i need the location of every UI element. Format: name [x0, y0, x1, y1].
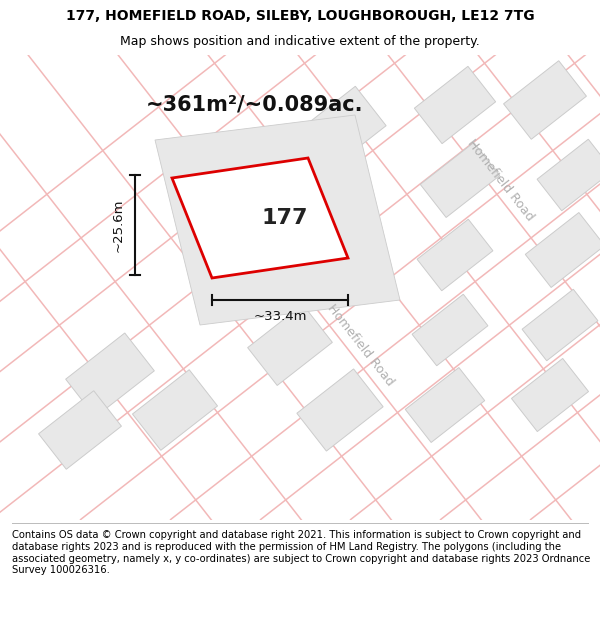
Text: Homefield Road: Homefield Road — [464, 137, 536, 223]
Text: ~25.6m: ~25.6m — [112, 198, 125, 252]
Polygon shape — [405, 368, 485, 442]
Polygon shape — [522, 289, 598, 361]
Text: Map shows position and indicative extent of the property.: Map shows position and indicative extent… — [120, 35, 480, 48]
Text: 177, HOMEFIELD ROAD, SILEBY, LOUGHBOROUGH, LE12 7TG: 177, HOMEFIELD ROAD, SILEBY, LOUGHBOROUG… — [65, 9, 535, 24]
Polygon shape — [537, 139, 600, 211]
Polygon shape — [525, 213, 600, 288]
Polygon shape — [65, 333, 154, 417]
Text: 177: 177 — [262, 208, 308, 228]
Polygon shape — [155, 115, 400, 325]
Text: Homefield Road: Homefield Road — [324, 302, 396, 388]
Polygon shape — [412, 294, 488, 366]
Polygon shape — [511, 359, 589, 431]
Polygon shape — [133, 370, 218, 450]
Polygon shape — [172, 158, 348, 278]
Polygon shape — [297, 369, 383, 451]
Text: ~361m²/~0.089ac.: ~361m²/~0.089ac. — [146, 95, 364, 115]
Text: Contains OS data © Crown copyright and database right 2021. This information is : Contains OS data © Crown copyright and d… — [12, 531, 590, 575]
Polygon shape — [417, 219, 493, 291]
Polygon shape — [503, 61, 586, 139]
Polygon shape — [420, 142, 500, 218]
Polygon shape — [38, 391, 121, 469]
Text: ~33.4m: ~33.4m — [253, 310, 307, 323]
Polygon shape — [294, 86, 386, 174]
Polygon shape — [248, 304, 332, 386]
Polygon shape — [415, 66, 496, 144]
